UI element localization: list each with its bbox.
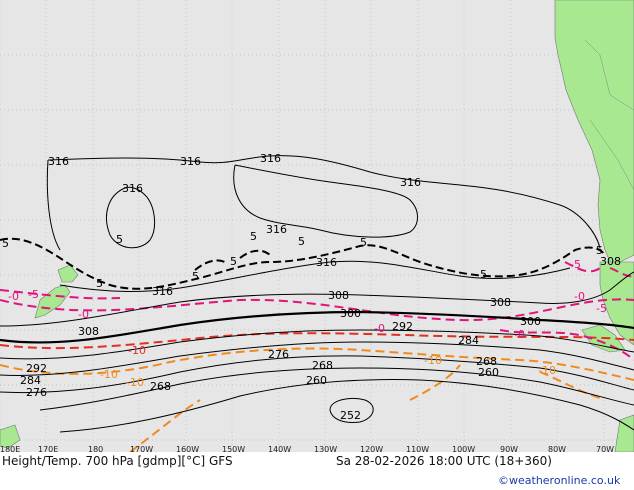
- isotherm-0-north: [0, 298, 634, 322]
- contour-316-low: [106, 186, 156, 249]
- label-300-a: 300: [340, 307, 361, 320]
- isotherm-minus5-east: [564, 261, 634, 278]
- label-308-d: 308: [600, 255, 621, 268]
- axis-label: 180E: [0, 445, 20, 454]
- axis-label: 170W: [130, 445, 153, 454]
- contour-308: [0, 271, 634, 327]
- label-308-a: 308: [328, 289, 349, 302]
- temp-label-l: -10: [424, 354, 442, 367]
- longitude-axis: 180E 170E 180 170W 160W 150W 140W 130W 1…: [0, 445, 614, 454]
- contour-300: [0, 310, 634, 344]
- axis-label: 180: [88, 445, 103, 454]
- label-316-f: 316: [266, 223, 287, 236]
- label-268-b: 268: [476, 355, 497, 368]
- label-316-e: 316: [122, 182, 143, 195]
- temp-label-a: -0: [78, 308, 89, 321]
- height-contours: [0, 155, 634, 433]
- contour-316: [46, 155, 601, 251]
- label-260-a: 260: [306, 374, 327, 387]
- isotherm-minus5-west: [0, 289, 121, 300]
- label-5-h: 5: [360, 236, 367, 249]
- label-316-d: 316: [400, 176, 421, 189]
- contour-292: [0, 329, 634, 360]
- label-284-a: 284: [458, 334, 479, 347]
- axis-label: 130W: [314, 445, 337, 454]
- label-5-g: 5: [298, 235, 305, 248]
- label-316-h: 316: [152, 285, 173, 298]
- axis-label: 170E: [38, 445, 58, 454]
- label-316-a: 316: [48, 155, 69, 168]
- temperature-labels: -0 -0 -0 -0 -0 -5 -5 -5 -10 -10 -10 -10 …: [8, 258, 607, 389]
- warm-contours: [0, 237, 606, 290]
- temperature-contours: [0, 261, 634, 453]
- axis-label: 160W: [176, 445, 199, 454]
- axis-label: 150W: [222, 445, 245, 454]
- new-zealand-land: [0, 264, 79, 449]
- ocean: [0, 0, 634, 452]
- label-284-b: 284: [20, 374, 41, 387]
- temp-label-e: -0: [514, 328, 525, 341]
- map-title-left: Height/Temp. 700 hPa [gdmp][°C] GFS: [2, 454, 233, 468]
- label-5-b: 5: [2, 237, 9, 250]
- temp-label-g: -5: [570, 258, 581, 271]
- temp-label-k: -10: [126, 376, 144, 389]
- label-308-c: 308: [78, 325, 99, 338]
- contour-316-south: [59, 260, 571, 293]
- label-308-b: 308: [490, 296, 511, 309]
- temp-label-m: -10: [538, 364, 556, 377]
- axis-label: 140W: [268, 445, 291, 454]
- temp-label-h: -5: [596, 302, 607, 315]
- contour-276: [0, 355, 634, 394]
- label-316-c: 316: [260, 152, 281, 165]
- temp-label-j: -10: [100, 368, 118, 381]
- label-268-a: 268: [312, 359, 333, 372]
- label-268-c: 268: [150, 380, 171, 393]
- height-labels: 316 316 316 316 316 316 316 316 308 308 …: [2, 152, 621, 422]
- axis-label: 100W: [452, 445, 475, 454]
- map-title-right: Sa 28-02-2026 18:00 UTC (18+360): [336, 454, 552, 468]
- label-292-a: 292: [392, 320, 413, 333]
- label-292-b: 292: [26, 362, 47, 375]
- isotherm-minus10-orange: [0, 347, 634, 381]
- label-5-e: 5: [230, 255, 237, 268]
- contour-316-inner: [233, 164, 418, 238]
- label-5-a: 5: [116, 233, 123, 246]
- temp-label-f: -5: [28, 288, 39, 301]
- label-5-i: 5: [480, 268, 487, 281]
- isotherm-minus5-orange: [129, 364, 601, 453]
- graticule: [0, 0, 634, 452]
- label-5-f: 5: [250, 230, 257, 243]
- label-5-j: 5: [596, 244, 603, 257]
- temp-label-i: -10: [128, 344, 146, 357]
- label-276-b: 276: [26, 386, 47, 399]
- isotherm-minus10-pink-east: [499, 329, 634, 361]
- axis-label: 110W: [406, 445, 429, 454]
- isotherm-minus10-red: [0, 332, 634, 350]
- label-276-a: 276: [268, 348, 289, 361]
- contour-260: [59, 379, 634, 433]
- south-america-land: [554, 0, 634, 453]
- temp-label-b: -0: [8, 290, 19, 303]
- label-300-b: 300: [520, 315, 541, 328]
- label-5-c: 5: [96, 277, 103, 290]
- contour-268: [39, 367, 634, 411]
- axis-label: 90W: [500, 445, 518, 454]
- axis-label: 120W: [360, 445, 383, 454]
- credit-link[interactable]: ©weatheronline.co.uk: [498, 474, 621, 487]
- label-5-d: 5: [192, 270, 199, 283]
- label-316-g: 316: [316, 256, 337, 269]
- label-252: 252: [340, 409, 361, 422]
- label-316-b: 316: [180, 155, 201, 168]
- contour-252: [329, 397, 374, 423]
- contour-284: [0, 341, 634, 376]
- label-260-b: 260: [478, 366, 499, 379]
- axis-label: 80W: [548, 445, 566, 454]
- footer-band: [0, 452, 634, 490]
- temp-label-c: -0: [374, 322, 385, 335]
- axis-label: 70W: [596, 445, 614, 454]
- temp-label-d: -0: [574, 290, 585, 303]
